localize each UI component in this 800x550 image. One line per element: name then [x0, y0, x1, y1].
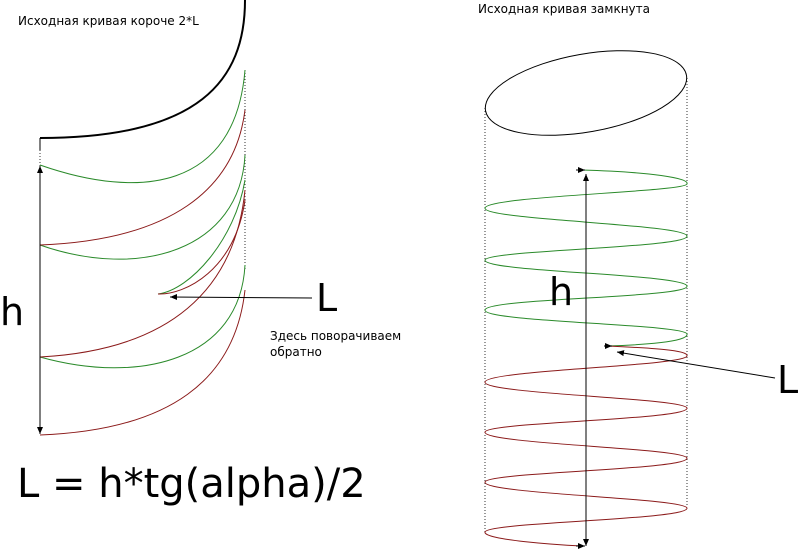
source-curve: [39, 0, 246, 139]
turn-back-note: Здесь поворачиваем обратно: [270, 328, 440, 360]
formula: L = h*tg(alpha)/2: [17, 461, 366, 507]
right-height-label: h: [549, 270, 574, 314]
red-curve-4: [39, 289, 246, 436]
left-length-label: L: [316, 276, 338, 320]
left-L-pointer: [169, 294, 313, 301]
right-panel-drawing: [484, 50, 776, 549]
red-curve-1: [39, 109, 246, 246]
turn-back-note-line1: Здесь поворачиваем: [270, 329, 402, 343]
green-curve-2: [39, 154, 246, 260]
turn-back-note-line2: обратно: [270, 345, 322, 359]
green-curve-4: [39, 264, 246, 369]
green-helix: [484, 169, 688, 347]
right-caption: Исходная кривая замкнута: [478, 2, 650, 16]
source-closed-curve: [484, 50, 688, 136]
left-panel-drawing: [37, 0, 313, 436]
red-helix: [484, 345, 688, 547]
right-L-pointer: [616, 350, 776, 379]
green-curve-1: [39, 69, 246, 184]
left-caption: Исходная кривая короче 2*L: [18, 14, 199, 28]
right-length-label: L: [777, 358, 799, 402]
red-curve-3: [39, 189, 246, 358]
left-height-label: h: [0, 290, 25, 334]
green-curve-3: [157, 179, 246, 295]
